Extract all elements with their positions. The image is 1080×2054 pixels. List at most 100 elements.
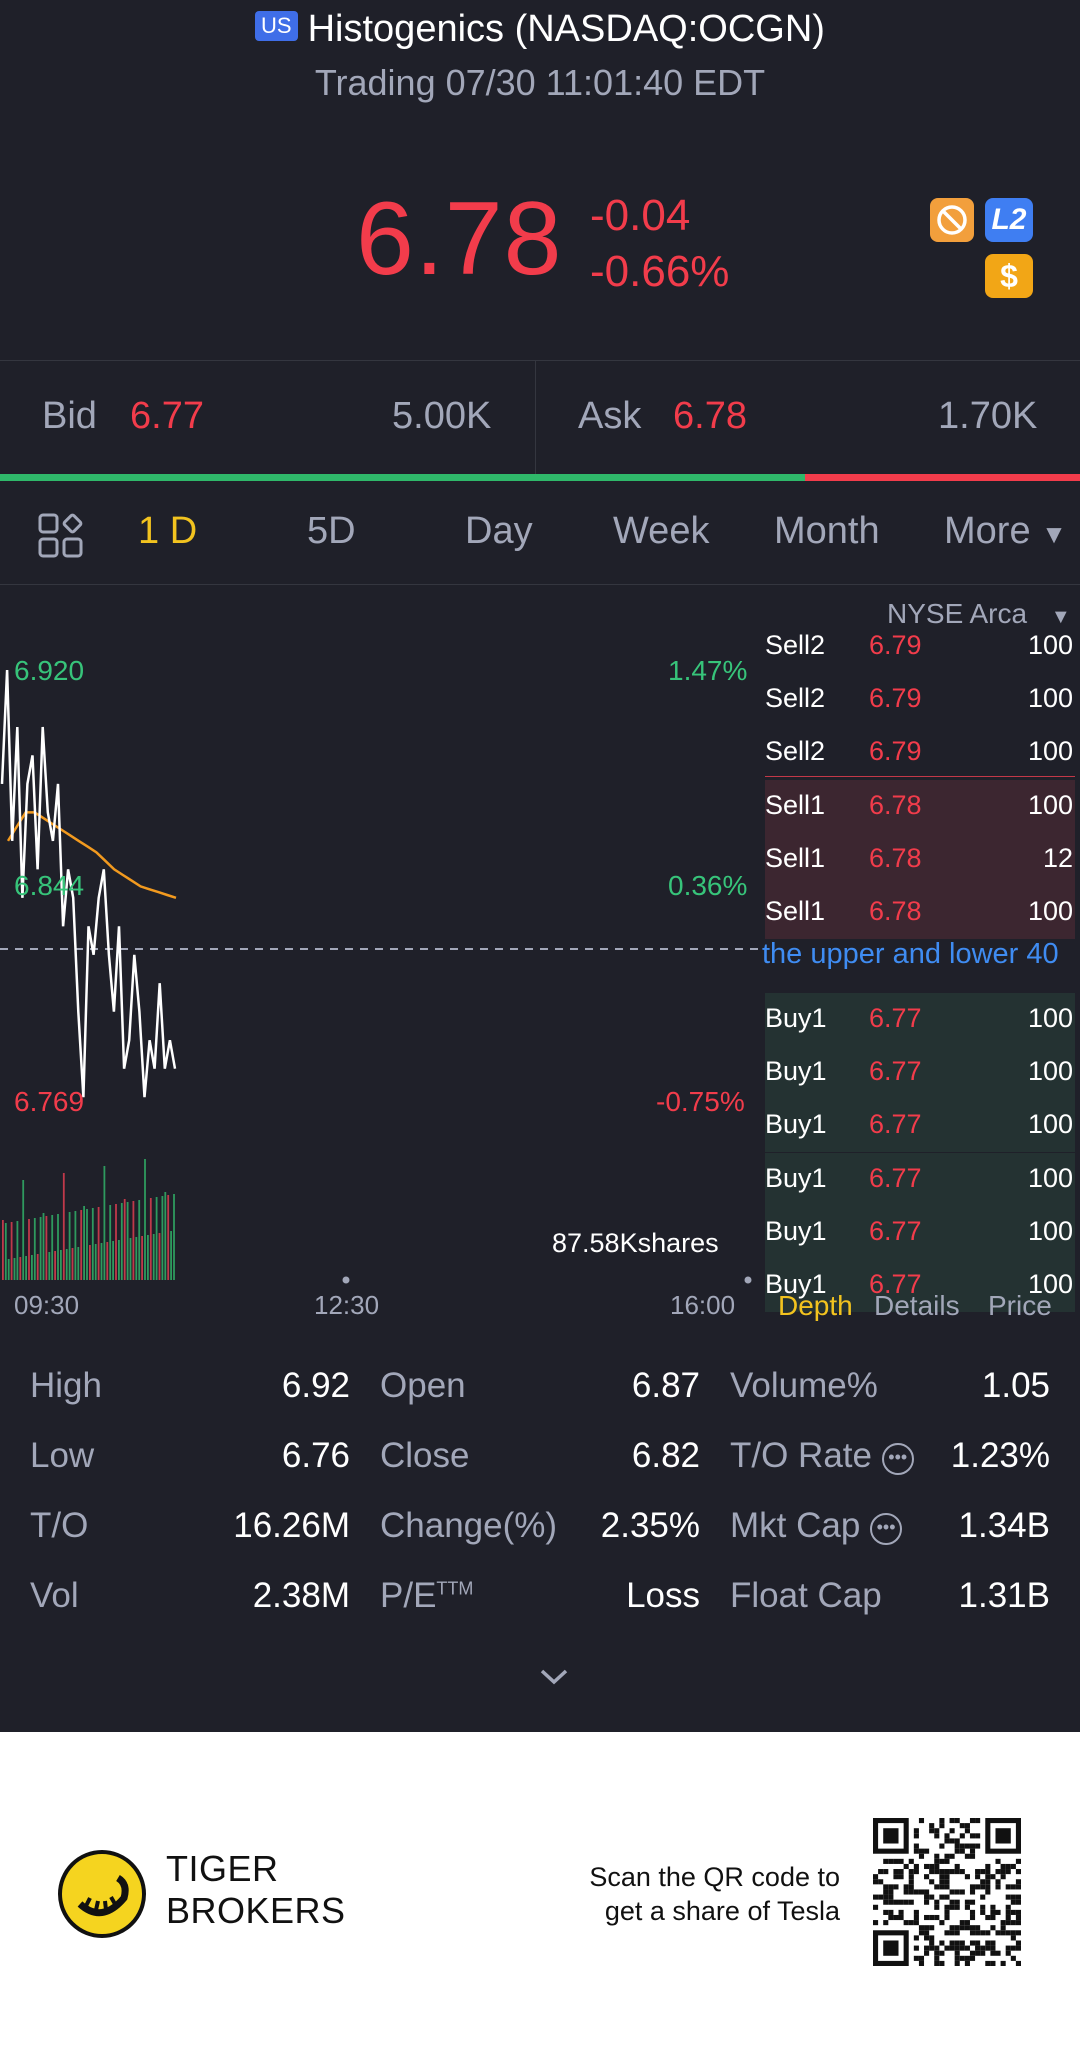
volume-bar — [123, 1199, 126, 1280]
volume-bar — [65, 1249, 68, 1280]
y-label-mid: 6.844 — [14, 870, 85, 901]
order-quantity: 100 — [1027, 1056, 1073, 1086]
expand-chevron-glyph — [540, 1669, 568, 1685]
buy-order-row: Buy1 6.77 100 — [765, 1046, 1075, 1099]
volume-bar — [28, 1219, 30, 1280]
more-info-icon[interactable]: ••• — [870, 1513, 903, 1545]
stat-pe-label: P/ETTM — [380, 1576, 473, 1616]
order-price: 6.77 — [869, 1163, 922, 1193]
volume-bar — [57, 1214, 59, 1280]
tab-5d[interactable]: 5D — [307, 510, 356, 552]
volume-bar — [170, 1231, 172, 1280]
stat-volpct-value: 1.05 — [981, 1366, 1050, 1405]
no-shorting-icon[interactable] — [930, 198, 974, 242]
qr-caption: Scan the QR code to get a share of Tesla — [560, 1860, 840, 1928]
volume-bar — [118, 1240, 120, 1280]
volume-bar — [173, 1194, 175, 1280]
order-quantity: 100 — [1027, 1163, 1073, 1193]
volume-bar — [71, 1248, 74, 1280]
tab-day[interactable]: Day — [465, 510, 533, 552]
tab-depth[interactable]: Depth — [778, 1290, 853, 1321]
brand-line-2: BROKERS — [166, 1890, 346, 1931]
sell-order-row: Sell2 6.79 100 — [765, 726, 1075, 779]
exchange-selector[interactable]: NYSE Arca ▼ — [887, 598, 1071, 630]
axis-dot — [342, 1276, 350, 1284]
stat-torate-value: 1.23% — [950, 1436, 1050, 1475]
stock-name: Histogenics (NASDAQ:OCGN) — [307, 8, 825, 50]
sell-order-row: Sell1 6.78 100 — [765, 780, 1075, 833]
ask-label: Ask — [578, 395, 642, 437]
volume-bar — [97, 1207, 100, 1280]
volume-bar — [36, 1254, 39, 1280]
dollar-icon[interactable]: $ — [985, 254, 1033, 298]
volume-bar — [164, 1192, 167, 1280]
order-price: 6.78 — [869, 896, 922, 926]
bid-size: 5.00K — [392, 395, 492, 437]
stat-volpct-label: Volume% — [730, 1366, 878, 1405]
volume-bar — [158, 1233, 161, 1280]
expand-chevron-icon[interactable] — [537, 1666, 571, 1693]
layout-grid-icon-glyph — [38, 513, 83, 558]
change-percent: -0.66% — [590, 247, 730, 296]
pe-superscript: TTM — [436, 1578, 474, 1599]
tab-price[interactable]: Price — [988, 1290, 1052, 1321]
volume-bar — [147, 1235, 149, 1280]
volume-bar — [77, 1247, 80, 1280]
stat-low-value: 6.76 — [281, 1436, 350, 1475]
volume-bar — [13, 1258, 16, 1280]
tab-1d[interactable]: 1 D — [138, 510, 198, 552]
intraday-chart[interactable] — [0, 600, 760, 1290]
volume-bar — [89, 1245, 91, 1280]
divider — [0, 360, 1080, 361]
order-quantity: 100 — [1027, 896, 1073, 926]
bid-label: Bid — [42, 395, 97, 437]
divider — [0, 584, 1080, 585]
level2-icon[interactable]: L2 — [985, 198, 1033, 242]
volume-bar — [33, 1218, 36, 1280]
no-shorting-icon-glyph — [937, 205, 967, 235]
sell-order-row: Sell1 6.78 100 — [765, 886, 1075, 939]
volume-bar — [4, 1223, 7, 1280]
tab-week[interactable]: Week — [613, 510, 710, 552]
order-quantity: 100 — [1027, 630, 1073, 660]
order-level: Sell2 — [765, 736, 826, 766]
order-price: 6.77 — [869, 1269, 922, 1299]
buy-order-row: Buy1 6.77 100 — [765, 1153, 1075, 1206]
order-quantity: 100 — [1027, 790, 1073, 820]
order-level: Buy1 — [765, 1056, 827, 1086]
volume-bar — [22, 1180, 25, 1280]
volume-bar — [129, 1238, 132, 1280]
volume-bar — [115, 1204, 117, 1280]
order-price: 6.77 — [869, 1056, 922, 1086]
volume-bar — [94, 1244, 97, 1280]
stock-title: US Histogenics (NASDAQ:OCGN) — [0, 8, 1080, 51]
order-level: Sell1 — [765, 896, 826, 926]
ask-price: 6.78 — [673, 395, 747, 437]
more-info-icon[interactable]: ••• — [881, 1443, 914, 1475]
volume-bar — [10, 1222, 13, 1280]
volume-bar — [126, 1202, 129, 1280]
pct-label-high: 1.47% — [668, 655, 748, 686]
time-label-start: 09:30 — [14, 1290, 80, 1320]
volume-bar — [60, 1250, 62, 1280]
tab-details[interactable]: Details — [874, 1290, 960, 1321]
stat-close-label: Close — [380, 1436, 470, 1475]
tab-more[interactable]: More ▼ — [944, 510, 1067, 553]
tab-more-label: More — [944, 510, 1031, 552]
volume-bar — [132, 1201, 135, 1280]
bid-price: 6.77 — [130, 395, 204, 437]
tab-month[interactable]: Month — [774, 510, 880, 552]
order-level: Sell2 — [765, 630, 826, 660]
order-quantity: 100 — [1027, 1003, 1073, 1033]
order-quantity: 100 — [1027, 1109, 1073, 1139]
order-quantity: 100 — [1027, 736, 1073, 766]
layout-grid-icon[interactable] — [38, 513, 84, 564]
sell-order-row: Sell2 6.79 100 — [765, 673, 1075, 726]
sell-order-row: Sell2 6.79 100 — [765, 620, 1075, 673]
sell-divider — [765, 776, 1075, 777]
buy-order-row: Buy1 6.77 100 — [765, 993, 1075, 1046]
stat-high-value: 6.92 — [281, 1366, 350, 1405]
volume-bar — [19, 1257, 22, 1280]
volume-bar — [167, 1195, 170, 1280]
trading-status: Trading 07/30 11:01:40 EDT — [314, 62, 766, 103]
